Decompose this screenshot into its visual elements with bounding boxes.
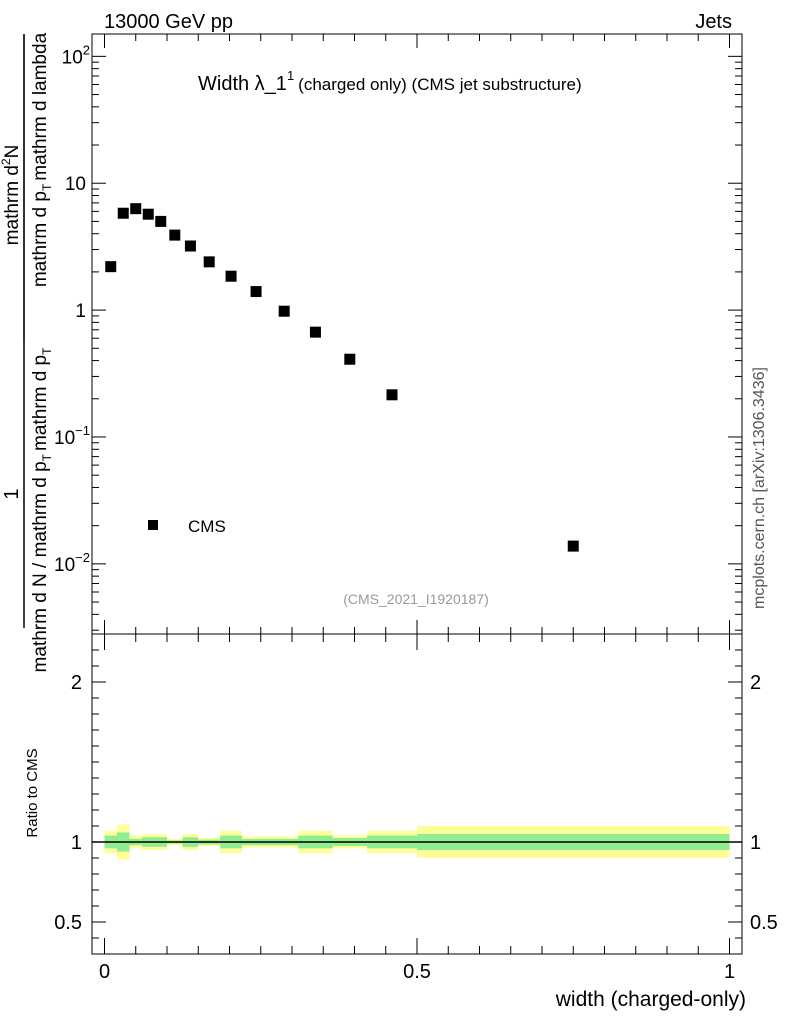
y-axis-label: 1 mathrm d N / mathrm d pTmathrm d pT ma… xyxy=(0,32,54,672)
y-axis-label-denominator: mathrm d N / mathrm d pTmathrm d pT xyxy=(30,347,54,673)
main-axes: 10−2 10−1 1 10 102 xyxy=(54,34,742,634)
cms-data-point xyxy=(117,207,129,219)
y-axis-label-den-b: mathrm d p xyxy=(30,355,51,451)
y-tick-label: 10−1 xyxy=(54,423,90,449)
cms-data-point xyxy=(278,305,290,317)
cms-data-point xyxy=(184,240,196,252)
cms-data-point xyxy=(344,353,356,365)
cms-data-point xyxy=(567,540,579,552)
header-process-label: Jets xyxy=(695,11,732,33)
ratio-y-axis-label: Ratio to CMS xyxy=(24,748,41,837)
legend-label: CMS xyxy=(188,517,226,536)
y-tick-label: 10 xyxy=(65,174,86,195)
plot-title-main: Width λ_1 xyxy=(198,73,287,95)
y-axis-label-den-b-sub: T xyxy=(40,347,54,355)
x-tick-label: 0 xyxy=(99,961,110,983)
cms-series xyxy=(105,203,579,552)
y-axis-label-inner-den-a: mathrm d p xyxy=(30,191,51,287)
ratio-y-tick-label-right: 1 xyxy=(750,832,761,854)
legend-marker xyxy=(148,520,158,530)
ratio-y-tick-label: 2 xyxy=(71,672,82,694)
y-axis-label-inner-num-a: mathrm d xyxy=(2,165,23,245)
cms-data-point xyxy=(142,208,154,220)
cms-data-point xyxy=(250,286,262,298)
y-axis-label-inner-num-b: N xyxy=(2,145,23,159)
cms-data-point xyxy=(105,261,117,273)
x-axis-label: width (charged-only) xyxy=(555,988,746,1011)
cms-data-point xyxy=(155,215,167,227)
y-axis-label-den-a-sub: T xyxy=(40,453,54,461)
x-tick-label: 1 xyxy=(724,961,735,983)
ratio-plot-frame xyxy=(91,633,743,955)
cms-data-point xyxy=(130,203,142,215)
y-axis-label-inner-num-sup: 2 xyxy=(0,158,13,165)
y-tick-label: 102 xyxy=(62,42,90,68)
cms-data-point xyxy=(225,270,237,282)
y-axis-label-inner-den: mathrm d pTmathrm d lambda xyxy=(30,32,54,287)
plot-title-superscript: 1 xyxy=(287,68,294,83)
y-axis-label-inner-num: mathrm d2N xyxy=(0,145,23,246)
y-tick-label: 1 xyxy=(75,301,86,322)
plot-title-sub: (charged only) (CMS jet substructure) xyxy=(298,75,581,94)
y-axis-label-numerator: 1 xyxy=(1,488,23,499)
cms-data-point xyxy=(203,256,215,268)
y-tick-label: 10−2 xyxy=(54,550,90,576)
header-energy-label: 13000 GeV pp xyxy=(104,11,233,33)
ratio-axes: 0.5 0.5 1 1 2 2 0 0.5 1 xyxy=(54,633,778,983)
main-plot-frame xyxy=(91,33,743,635)
cms-data-point xyxy=(386,389,398,401)
y-axis-label-inner-den-sub: T xyxy=(40,183,54,191)
analysis-tag: (CMS_2021_I1920187) xyxy=(343,591,489,607)
y-axis-label-inner-den-b: mathrm d lambda xyxy=(30,32,51,180)
cms-data-point xyxy=(169,229,181,241)
cms-data-point xyxy=(309,326,321,338)
x-tick-label: 0.5 xyxy=(403,961,431,983)
ratio-y-tick-label: 1 xyxy=(71,832,82,854)
y-axis-label-den-a: mathrm d N / mathrm d p xyxy=(30,461,51,672)
plot-title: Width λ_11 (charged only) (CMS jet substr… xyxy=(198,68,582,95)
ratio-y-tick-label-right: 0.5 xyxy=(750,912,778,934)
side-label: mcplots.cern.ch [arXiv:1306.3436] xyxy=(751,367,768,609)
ratio-y-tick-label: 0.5 xyxy=(54,912,82,934)
ratio-y-tick-label-right: 2 xyxy=(750,672,761,694)
